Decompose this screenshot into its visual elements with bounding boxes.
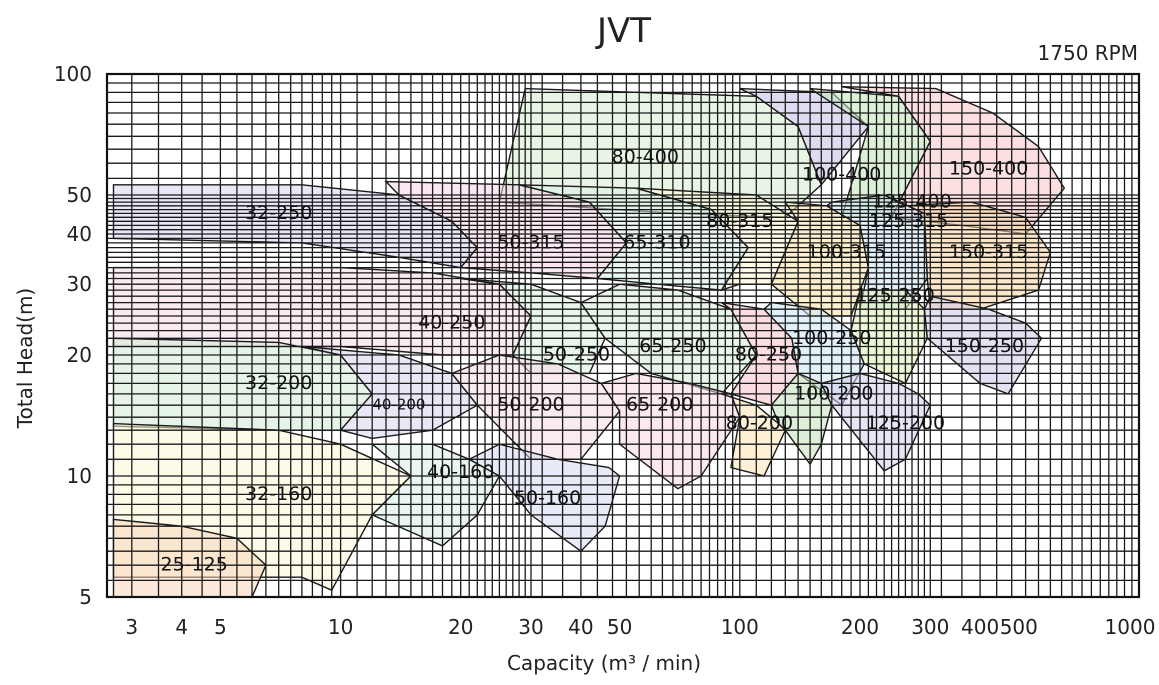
y-tick-label: 10 — [67, 464, 92, 488]
region-label-80-400: 80-400 — [612, 146, 679, 168]
region-label-80-200: 80-200 — [726, 412, 793, 434]
region-label-80-250: 80-250 — [735, 344, 802, 366]
region-label-125-400: 125-400 — [872, 191, 951, 213]
y-tick-labels: 5 10 20 30 40 50 100 — [54, 62, 92, 609]
region-label-25-125: 25-125 — [161, 554, 228, 576]
y-axis-label: Total Head(m) — [13, 288, 37, 429]
region-label-100-400: 100-400 — [802, 164, 881, 186]
region-label-125-315: 125-315 — [869, 210, 948, 232]
x-tick-label: 5 — [214, 615, 227, 639]
region-label-65-250: 65-250 — [639, 335, 706, 357]
region-label-50-315: 50-315 — [497, 231, 564, 253]
x-tick-label: 4 — [175, 615, 188, 639]
x-tick-label: 10 — [328, 615, 353, 639]
region-label-125-200: 125-200 — [866, 412, 945, 434]
x-tick-label: 1000 — [1105, 615, 1156, 639]
x-tick-label: 20 — [448, 615, 473, 639]
region-label-40-250: 40-250 — [418, 312, 485, 334]
x-tick-label: 400 — [961, 615, 999, 639]
region-65-200 — [600, 372, 741, 490]
region-label-100-250: 100-250 — [792, 327, 871, 349]
region-label-65-310: 65-310 — [623, 231, 690, 253]
y-tick-label: 50 — [67, 183, 92, 207]
y-tick-label: 100 — [54, 62, 92, 86]
chart-title: JVT — [595, 11, 651, 51]
region-label-100-315: 100-315 — [807, 241, 886, 263]
x-tick-label: 30 — [518, 615, 543, 639]
region-label-100-200: 100-200 — [794, 382, 873, 404]
x-tick-label: 500 — [1000, 615, 1038, 639]
region-label-150-250: 150-250 — [945, 335, 1024, 357]
region-label-50-160: 50-160 — [514, 487, 581, 509]
x-axis-label: Capacity (m³ / min) — [507, 651, 701, 675]
region-label-150-400: 150-400 — [949, 158, 1028, 180]
y-tick-label: 20 — [67, 343, 92, 367]
y-tick-label: 40 — [67, 222, 92, 246]
region-label-32-160: 32-160 — [245, 483, 312, 505]
x-tick-label: 50 — [607, 615, 632, 639]
region-labels-layer: 80-400 100-400 125-400 150-400 32-250 50-315 6… — [161, 146, 1029, 576]
region-125-250 — [850, 289, 929, 385]
region-label-40-160: 40-160 — [427, 461, 494, 483]
y-tick-label: 5 — [79, 585, 92, 609]
x-tick-label: 3 — [125, 615, 138, 639]
y-tick-label: 30 — [67, 272, 92, 296]
x-tick-label: 40 — [568, 615, 593, 639]
region-label-80-315: 80-315 — [706, 210, 773, 232]
x-tick-label: 200 — [841, 615, 879, 639]
region-label-32-200: 32-200 — [245, 372, 312, 394]
x-tick-labels: 3 4 5 10 20 30 40 50 100 200 300 400 500 1000 — [125, 615, 1155, 639]
region-label-125-250: 125-250 — [855, 285, 934, 307]
region-label-50-250: 50-250 — [543, 344, 610, 366]
chart-subtitle: 1750 RPM — [1038, 41, 1138, 65]
plot-frame — [105, 72, 1141, 599]
region-label-65-200: 65-200 — [626, 394, 693, 416]
region-label-50-200: 50-200 — [497, 394, 564, 416]
x-tick-label: 300 — [911, 615, 949, 639]
grid-layer — [107, 74, 1139, 597]
x-tick-label: 100 — [721, 615, 759, 639]
region-label-32-250: 32-250 — [245, 202, 312, 224]
region-label-40-200: 40-200 — [372, 396, 425, 414]
region-label-150-315: 150-315 — [949, 241, 1028, 263]
